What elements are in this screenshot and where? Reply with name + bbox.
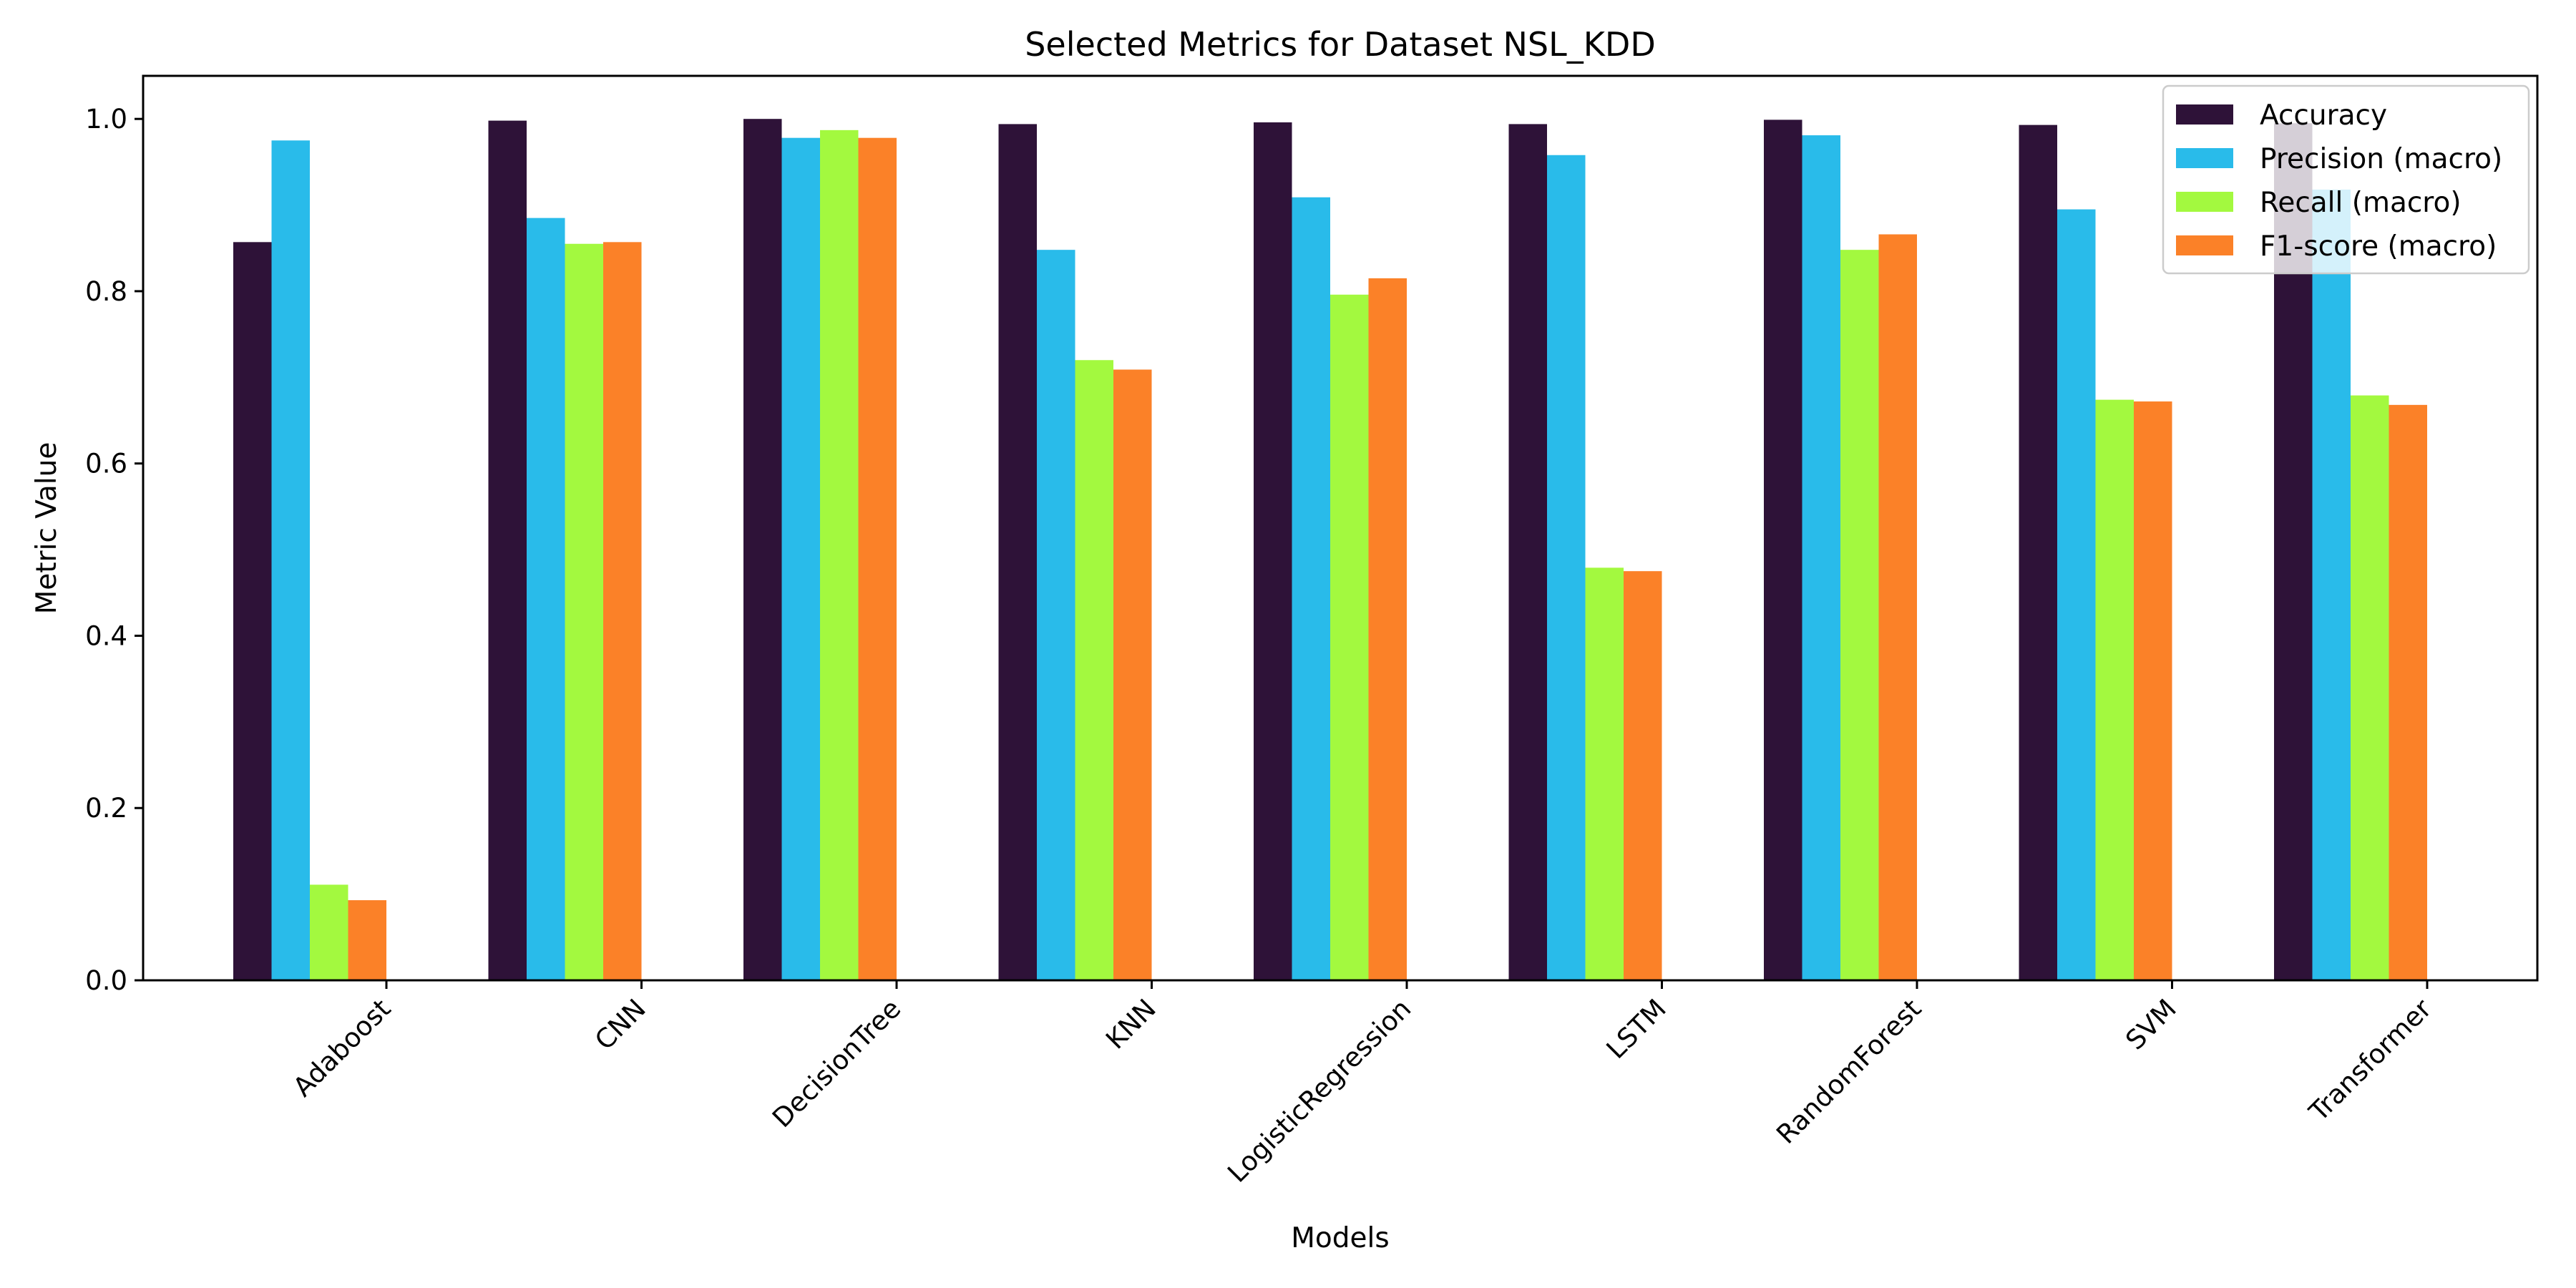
legend: Accuracy Precision (macro) Recall (macro) F… xyxy=(2162,84,2530,275)
x-tick-label: Adaboost xyxy=(287,993,396,1103)
y-tick-label: 0.8 xyxy=(85,276,127,307)
x-tick-label: KNN xyxy=(1100,993,1162,1055)
bar-RandomForest-Precision (macro) xyxy=(1802,135,1840,980)
legend-label: F1-score (macro) xyxy=(2260,230,2497,263)
bar-RandomForest-F1-score (macro) xyxy=(1878,234,1917,980)
bar-DecisionTree-F1-score (macro) xyxy=(858,137,897,980)
bar-DecisionTree-Precision (macro) xyxy=(781,137,820,980)
legend-label: Precision (macro) xyxy=(2260,143,2502,175)
legend-swatch xyxy=(2176,104,2233,125)
bar-CNN-F1-score (macro) xyxy=(603,242,642,981)
bar-SVM-Recall (macro) xyxy=(2095,399,2134,980)
x-tick-label: RandomForest xyxy=(1770,993,1927,1150)
bar-SVM-F1-score (macro) xyxy=(2134,401,2172,980)
bar-KNN-F1-score (macro) xyxy=(1113,369,1152,980)
chart-title: Selected Metrics for Dataset NSL_KDD xyxy=(1025,25,1656,64)
legend-label: Accuracy xyxy=(2260,99,2387,132)
y-tick-label: 0.4 xyxy=(85,620,127,651)
bar-KNN-Recall (macro) xyxy=(1075,360,1113,980)
bar-LogisticRegression-Recall (macro) xyxy=(1330,294,1369,981)
legend-swatch xyxy=(2176,192,2233,212)
x-tick-label: DecisionTree xyxy=(766,993,907,1133)
bar-Transformer-Recall (macro) xyxy=(2351,395,2389,980)
bar-Adaboost-F1-score (macro) xyxy=(348,900,386,980)
plot-area-frame xyxy=(142,74,2539,982)
y-tick-label: 0.6 xyxy=(85,449,127,479)
legend-swatch xyxy=(2176,235,2233,255)
bar-CNN-Precision (macro) xyxy=(527,218,565,981)
bar-Adaboost-Accuracy xyxy=(233,242,272,981)
bar-LSTM-Recall (macro) xyxy=(1585,567,1624,980)
bar-SVM-Precision (macro) xyxy=(2057,209,2096,981)
bar-RandomForest-Recall (macro) xyxy=(1840,250,1879,980)
x-axis-title: Models xyxy=(1291,1222,1389,1254)
legend-box xyxy=(2162,84,2530,275)
x-tick-label: Transformer xyxy=(2303,992,2438,1128)
bar-LogisticRegression-Accuracy xyxy=(1254,122,1292,980)
y-tick-label: 0.2 xyxy=(85,793,127,824)
bar-SVM-Accuracy xyxy=(2019,125,2057,980)
bar-Adaboost-Recall (macro) xyxy=(310,884,348,980)
bar-CNN-Accuracy xyxy=(488,120,527,980)
bar-LogisticRegression-Precision (macro) xyxy=(1292,197,1330,980)
bar-KNN-Precision (macro) xyxy=(1037,250,1075,980)
bar-LSTM-Accuracy xyxy=(1508,124,1547,980)
x-tick-label: SVM xyxy=(2119,993,2182,1055)
bar-RandomForest-Accuracy xyxy=(1764,119,1802,980)
legend-swatch xyxy=(2176,148,2233,168)
y-tick-label: 1.0 xyxy=(85,104,127,135)
x-tick-label: CNN xyxy=(589,993,652,1056)
bar-Transformer-Precision (macro) xyxy=(2312,189,2351,981)
bar-DecisionTree-Accuracy xyxy=(743,119,782,981)
x-tick-label: LSTM xyxy=(1601,993,1672,1065)
bar-KNN-Accuracy xyxy=(998,124,1037,980)
bar-Adaboost-Precision (macro) xyxy=(271,140,310,980)
y-tick-label: 0.0 xyxy=(85,965,127,996)
y-axis-title: Metric Value xyxy=(31,442,63,615)
bar-LogisticRegression-F1-score (macro) xyxy=(1368,278,1407,980)
bar-CNN-Recall (macro) xyxy=(565,243,603,980)
bar-Transformer-F1-score (macro) xyxy=(2389,404,2427,980)
x-tick-label: LogisticRegression xyxy=(1221,993,1417,1189)
bar-LSTM-Precision (macro) xyxy=(1547,155,1586,980)
bar-LSTM-F1-score (macro) xyxy=(1624,571,1662,980)
bar-DecisionTree-Recall (macro) xyxy=(820,130,859,981)
legend-label: Recall (macro) xyxy=(2260,187,2462,219)
